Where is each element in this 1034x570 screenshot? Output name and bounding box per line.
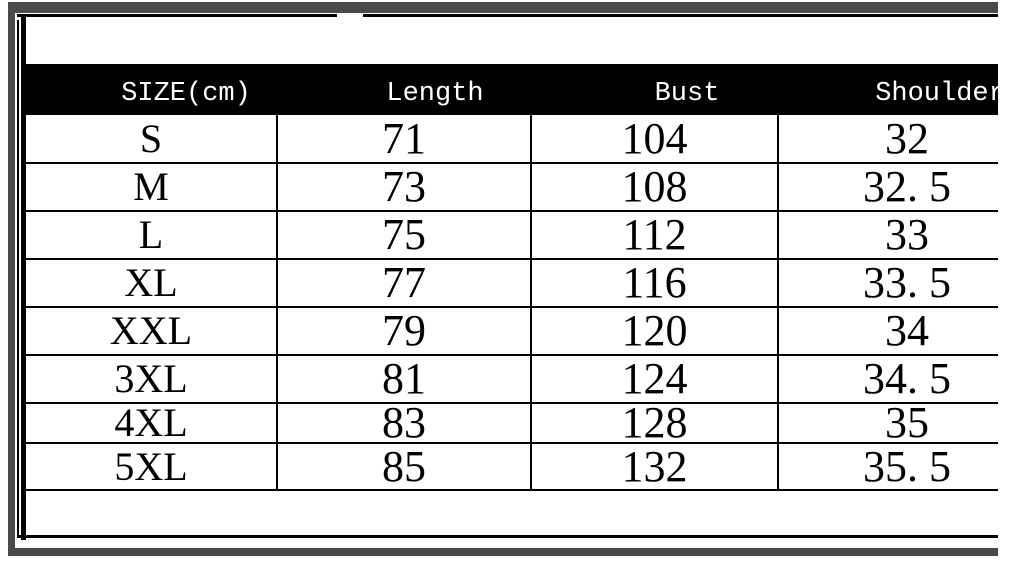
cell-shoulder: 34 (885, 306, 929, 355)
cell-size: 3XL (114, 356, 188, 401)
cell-shoulder: 34. 5 (863, 354, 951, 403)
cell-bust: 124 (621, 354, 688, 403)
row-divider (26, 306, 998, 308)
outer-border-top-segment-right (363, 14, 998, 17)
cell-size: 5XL (114, 444, 188, 489)
cell-shoulder: 32 (885, 114, 929, 163)
column-divider (530, 115, 532, 491)
cell-size: XL (124, 260, 178, 305)
cell-shoulder: 32. 5 (863, 162, 951, 211)
cell-size: 4XL (114, 400, 188, 445)
cell-length: 85 (382, 442, 426, 491)
cell-shoulder: 35 (885, 398, 929, 447)
table-left-border (21, 14, 26, 540)
cell-bust: 120 (621, 306, 688, 355)
outer-border-bottom (17, 535, 998, 538)
frame-edge-left (8, 2, 15, 556)
outer-border-top-segment-left (17, 14, 337, 17)
cell-bust: 108 (621, 162, 688, 211)
row-divider (26, 162, 998, 164)
row-divider (26, 402, 998, 404)
cell-size: S (139, 116, 163, 161)
cell-shoulder: 35. 5 (863, 442, 951, 491)
cell-size: XXL (109, 308, 193, 353)
cell-bust: 128 (621, 398, 688, 447)
row-divider (26, 442, 998, 444)
column-divider (777, 115, 779, 491)
cell-length: 73 (382, 162, 426, 211)
cell-bust: 132 (621, 442, 688, 491)
cell-shoulder: 33 (885, 210, 929, 259)
cell-length: 71 (382, 114, 426, 163)
outer-border-left (17, 20, 19, 538)
header-cell-size: SIZE(cm) (121, 79, 251, 109)
cell-length: 83 (382, 398, 426, 447)
cell-length: 79 (382, 306, 426, 355)
cell-shoulder: 33. 5 (863, 258, 951, 307)
cell-size: M (133, 164, 169, 209)
row-divider (26, 258, 998, 260)
frame-edge-top (8, 2, 998, 13)
cell-length: 81 (382, 354, 426, 403)
cell-bust: 112 (622, 210, 687, 259)
row-divider (26, 210, 998, 212)
header-cell-bust: Bust (654, 79, 720, 109)
header-cell-length: Length (386, 79, 484, 109)
table-header-row: SIZE(cm) Length Bust Shoulder (22, 64, 998, 115)
row-divider (26, 489, 998, 491)
column-divider (276, 115, 278, 491)
cell-bust: 104 (621, 114, 688, 163)
frame-edge-bottom (8, 548, 998, 556)
header-cell-shoulder: Shoulder (875, 79, 998, 109)
cell-length: 75 (382, 210, 426, 259)
row-divider (26, 354, 998, 356)
cell-length: 77 (382, 258, 426, 307)
cell-size: L (138, 212, 164, 257)
cell-bust: 116 (622, 258, 687, 307)
